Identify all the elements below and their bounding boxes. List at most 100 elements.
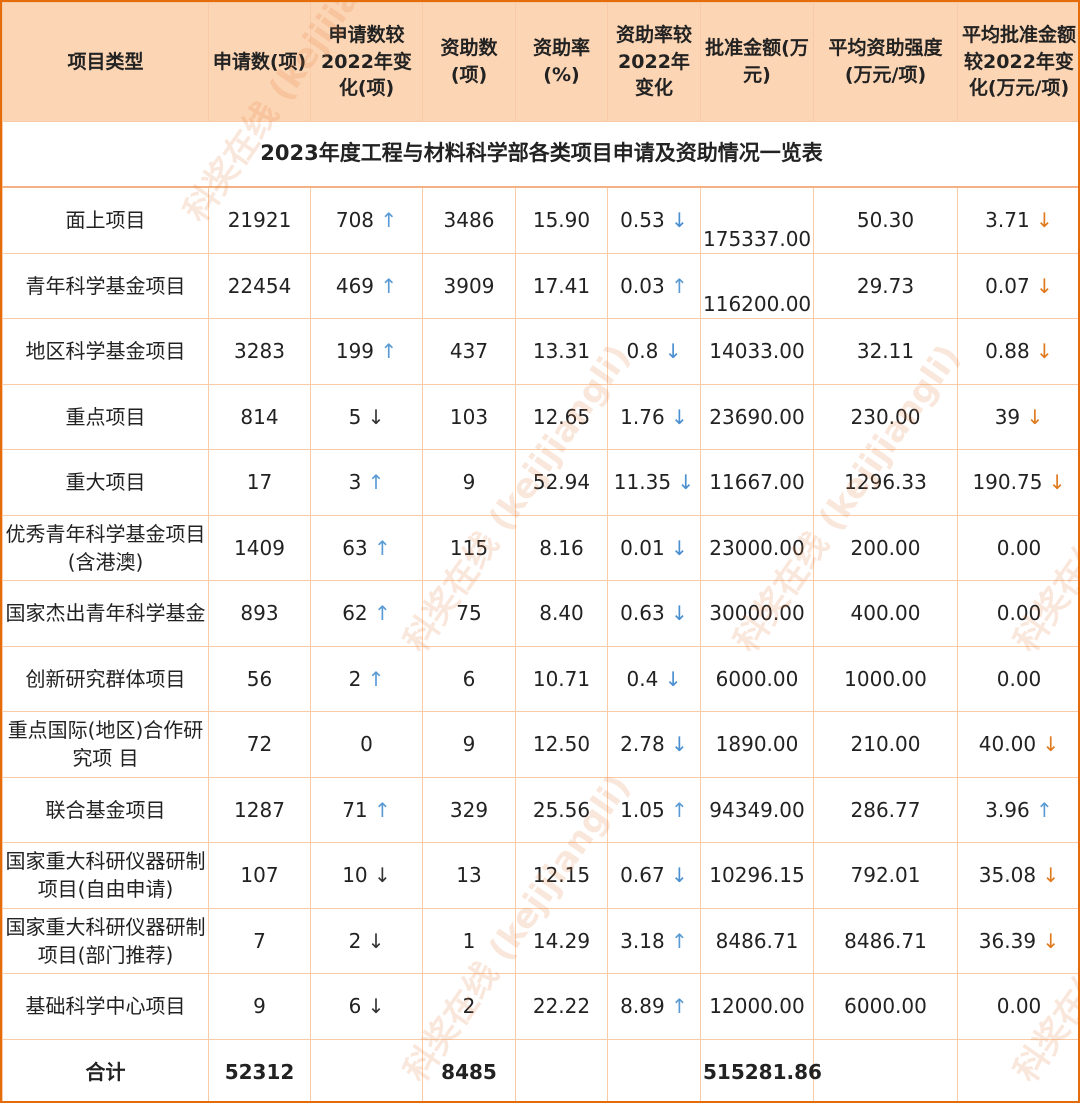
arrow-up-icon: ↑: [367, 797, 391, 822]
cell-value: 199: [335, 339, 375, 364]
cell-apply: 7: [208, 907, 311, 974]
cell-value: 0.00: [996, 666, 1042, 691]
total-cell: 合计: [2, 1038, 209, 1101]
cell-apply: 893: [208, 580, 311, 647]
cell-type: 国家杰出青年科学基金: [2, 580, 209, 647]
cell-value: 12.50: [532, 732, 591, 757]
cell-value: 12.15: [532, 863, 591, 888]
cell-apply: 22454: [208, 252, 311, 319]
cell-value: 基础科学中心项目: [25, 994, 186, 1019]
cell-value: 1890.00: [715, 732, 799, 757]
cell-value: 0: [360, 732, 373, 757]
cell-value: 52.94: [532, 470, 591, 495]
table-title: 2023年度工程与材料科学部各类项目申请及资助情况一览表: [2, 121, 1078, 188]
cell-value: 9: [462, 470, 476, 495]
cell-value: 708: [335, 208, 375, 233]
table-row: 面上项目 21921 708 ↑ 3486 15.90 0.53 ↓ 175337.00 50…: [2, 186, 1078, 254]
cell-value: 2: [462, 994, 476, 1019]
cell-value: 3.96: [985, 797, 1030, 822]
cell-funded: 437: [422, 318, 516, 385]
cell-value: 0.00: [996, 994, 1042, 1019]
cell-rate-chg: 0.01 ↓: [607, 514, 701, 581]
cell-value: 3486: [443, 208, 495, 233]
cell-funded: 9: [422, 449, 516, 516]
cell-avg: 1296.33: [813, 449, 958, 516]
arrow-down-icon: ↓: [664, 208, 688, 233]
cell-value: 893: [240, 601, 279, 626]
column-header: 资助数(项): [422, 2, 516, 122]
cell-type: 国家重大科研仪器研制项目(自由申请): [2, 842, 209, 909]
cell-value: 400.00: [850, 601, 921, 626]
cell-value: 地区科学基金项目: [25, 339, 186, 364]
cell-apply-chg: 199 ↑: [310, 318, 423, 385]
cell-avg-chg: 35.08 ↓: [957, 842, 1078, 909]
cell-value: 0.4: [626, 666, 659, 691]
cell-value: 优秀青年科学基金项目(含港澳): [5, 521, 206, 574]
total-cell: 52312: [208, 1038, 311, 1101]
cell-value: 25.56: [532, 797, 591, 822]
arrow-up-icon: ↑: [361, 666, 385, 691]
cell-funded: 329: [422, 776, 516, 843]
cell-value: 13: [456, 863, 482, 888]
arrow-up-icon: ↑: [367, 535, 391, 560]
cell-value: 116200.00: [703, 292, 812, 316]
total-row: 合计 52312 8485 515281.86: [2, 1038, 1078, 1101]
cell-apply: 3283: [208, 318, 311, 385]
cell-avg-chg: 36.39 ↓: [957, 907, 1078, 974]
cell-apply-chg: 63 ↑: [310, 514, 423, 581]
cell-value: 56: [246, 666, 273, 691]
arrow-down-icon: ↓: [1029, 339, 1053, 364]
cell-value: 创新研究群体项目: [25, 666, 186, 691]
cell-rate: 10.71: [515, 645, 608, 712]
cell-value: 6000.00: [715, 666, 799, 691]
cell-apply: 9: [208, 973, 311, 1040]
cell-value: 面上项目: [65, 208, 146, 233]
arrow-up-icon: ↑: [664, 797, 688, 822]
cell-amount: 23000.00: [700, 514, 814, 581]
cell-value: 286.77: [850, 797, 921, 822]
cell-value: 0.00: [996, 535, 1042, 560]
cell-avg: 50.30: [813, 186, 958, 254]
cell-value: 14033.00: [709, 339, 805, 364]
cell-value: 1000.00: [844, 666, 927, 691]
cell-apply-chg: 2 ↓: [310, 907, 423, 974]
column-header: 平均资助强度(万元/项): [813, 2, 958, 122]
cell-funded: 13: [422, 842, 516, 909]
cell-amount: 23690.00: [700, 383, 814, 450]
table-row: 重点国际(地区)合作研究项 目 72 0 9 12.50 2.78 ↓ 1890.00 210…: [2, 711, 1078, 778]
arrow-down-icon: ↓: [361, 928, 385, 953]
cell-value: 7: [253, 928, 266, 953]
cell-value: 3909: [443, 273, 495, 298]
cell-value: 8486.71: [715, 928, 799, 953]
cell-amount: 14033.00: [700, 318, 814, 385]
total-cell: 515281.86: [700, 1038, 822, 1101]
arrow-up-icon: ↑: [361, 470, 385, 495]
arrow-down-icon: ↓: [664, 863, 688, 888]
total-cell: 8485: [422, 1038, 516, 1101]
column-header: 批准金额(万元): [700, 2, 814, 122]
cell-value: 230.00: [850, 404, 921, 429]
column-header: 平均批准金额较2022年变化(万元/项): [957, 2, 1078, 122]
cell-avg-chg: 3.96 ↑: [957, 776, 1078, 843]
cell-avg: 230.00: [813, 383, 958, 450]
cell-rate-chg: 0.63 ↓: [607, 580, 701, 647]
total-cell: [515, 1038, 608, 1101]
cell-apply-chg: 71 ↑: [310, 776, 423, 843]
cell-value: 1287: [234, 797, 285, 822]
cell-apply: 1287: [208, 776, 311, 843]
cell-value: 6000.00: [844, 994, 927, 1019]
arrow-down-icon: ↓: [1029, 208, 1053, 233]
cell-value: 75: [456, 601, 482, 626]
cell-type: 青年科学基金项目: [2, 252, 209, 319]
cell-value: 0.03: [620, 273, 665, 298]
arrow-down-icon: ↓: [664, 535, 688, 560]
cell-apply: 1409: [208, 514, 311, 581]
cell-value: 国家重大科研仪器研制项目(自由申请): [5, 849, 206, 902]
table-row: 重点项目 814 5 ↓ 103 12.65 1.76 ↓ 23690.00 230.00 39…: [2, 383, 1078, 450]
table-row: 优秀青年科学基金项目(含港澳) 1409 63 ↑ 115 8.16 0.01 ↓ 2300…: [2, 514, 1078, 581]
cell-rate-chg: 0.53 ↓: [607, 186, 701, 254]
cell-rate-chg: 0.4 ↓: [607, 645, 701, 712]
cell-avg: 29.73: [813, 252, 958, 319]
arrow-up-icon: ↑: [664, 928, 688, 953]
